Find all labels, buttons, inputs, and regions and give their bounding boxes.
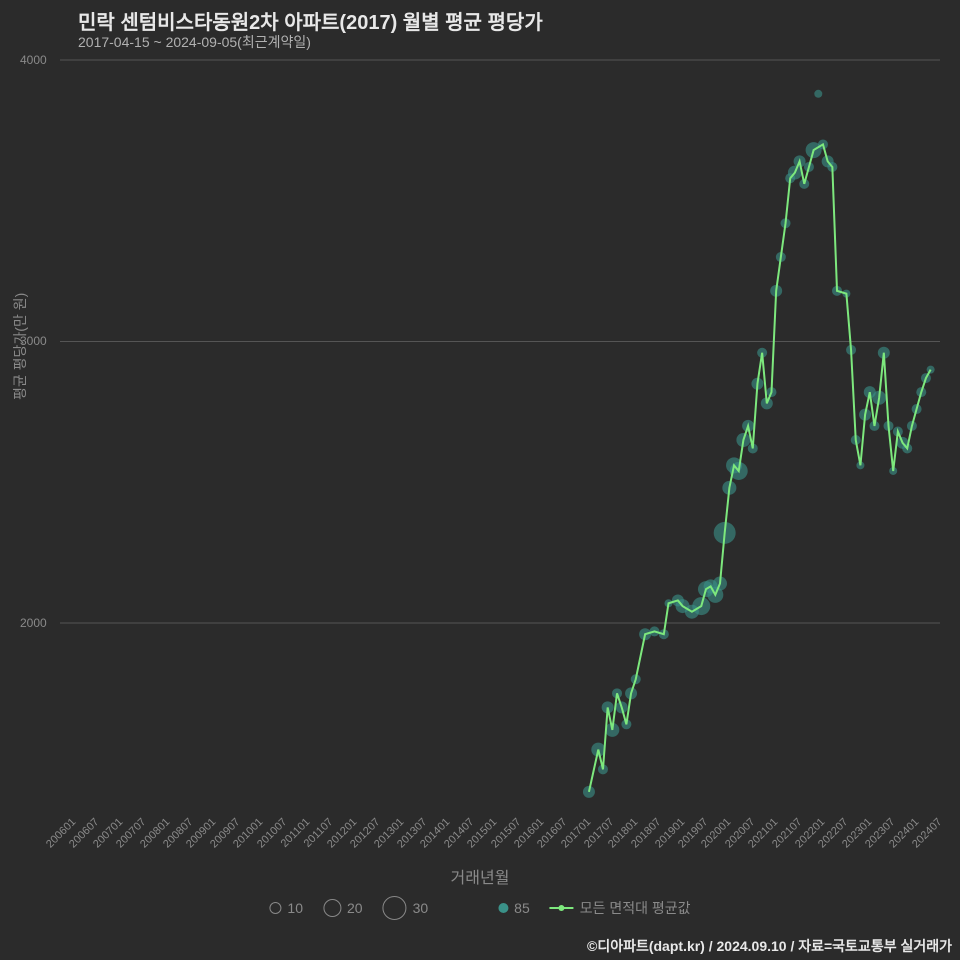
legend-size-item: 20 [323,899,363,917]
plot-area: 2000300040002006012006072007012007072008… [60,60,940,820]
legend-size-item: 30 [383,896,429,920]
legend-line-label: 모든 면적대 평균값 [580,898,691,918]
avg-line [589,144,931,791]
scatter-point [814,90,822,98]
y-tick-label: 2000 [20,616,47,630]
x-axis-label: 거래년월 [451,864,510,888]
legend-size-item: 10 [269,900,303,916]
legend-size-circle [269,902,281,914]
legend-size-label: 20 [347,900,363,916]
y-tick-label: 4000 [20,53,47,67]
legend-size-circle [383,896,407,920]
legend-line-icon [550,907,574,909]
chart-title: 민락 센텀비스타동원2차 아파트(2017) 월별 평균 평당가 [78,6,543,35]
chart-container: 민락 센텀비스타동원2차 아파트(2017) 월별 평균 평당가 2017-04… [0,0,960,960]
legend-series-label: 85 [514,900,530,916]
legend-size-label: 10 [287,900,303,916]
legend-dot-icon [498,903,508,913]
legend-series-85: 85 [498,900,530,916]
legend-size-circle [323,899,341,917]
legend-line-item: 모든 면적대 평균값 [550,898,691,918]
legend: 10 20 30 85 모든 면적대 평균값 [269,896,690,920]
legend-size-label: 30 [413,900,429,916]
y-tick-label: 3000 [20,334,47,348]
chart-footer: ©디아파트(dapt.kr) / 2024.09.10 / 자료=국토교통부 실… [587,936,952,956]
chart-subtitle: 2017-04-15 ~ 2024-09-05(최근계약일) [78,32,311,52]
plot-svg [60,60,940,820]
